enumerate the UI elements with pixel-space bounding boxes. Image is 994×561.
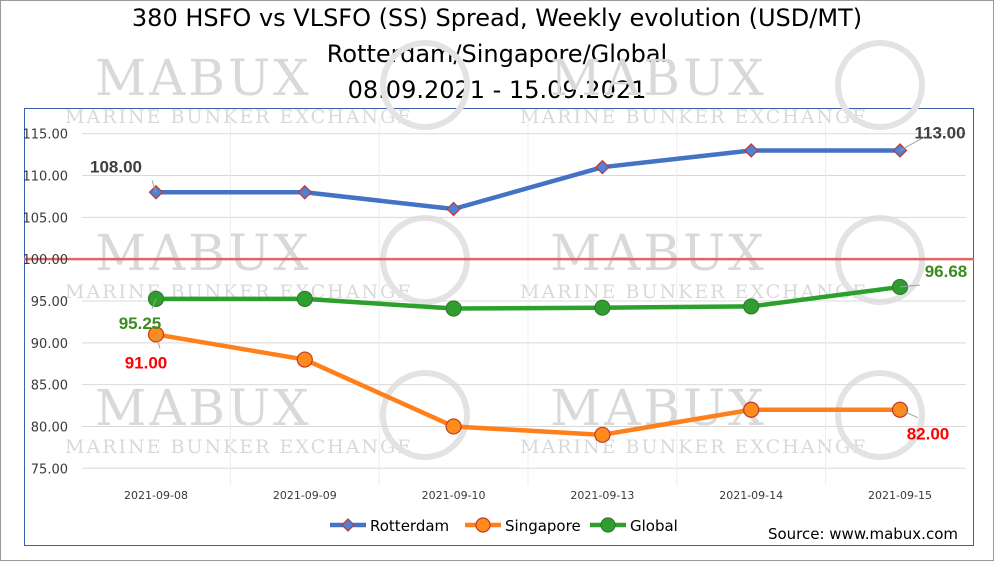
y-tick-label: 75.00 <box>31 462 68 477</box>
series-layer <box>147 143 909 443</box>
axes: 75.00 80.00 85.00 90.00 95.00 100.00 105.00 110… <box>23 128 932 502</box>
marker-singapore <box>594 426 611 443</box>
series-line-global <box>156 284 901 311</box>
chart-subtitle: Rotterdam/Singapore/Global <box>326 40 668 68</box>
marker-rotterdam <box>595 159 610 175</box>
legend: Rotterdam Singapore Global <box>330 517 678 535</box>
x-tick-label: 2021-09-15 <box>868 489 932 502</box>
y-tick-label: 100.00 <box>23 253 69 268</box>
x-tick-label: 2021-09-13 <box>570 489 634 502</box>
data-label-leader <box>899 138 923 151</box>
marker-global <box>445 300 462 317</box>
legend-marker-rotterdam <box>341 518 355 532</box>
series-line-rotterdam <box>156 148 900 212</box>
data-label-global: 96.68 <box>925 262 968 281</box>
source-note: Source: www.mabux.com <box>768 525 958 543</box>
watermark-marine-bunker-exchange: MARINE BUNKER EXCHANGE <box>520 436 868 458</box>
watermark-mabux: MABUX <box>95 224 312 282</box>
marker-global <box>594 299 611 316</box>
marker-singapore <box>743 401 760 418</box>
data-label-rotterdam: 113.00 <box>914 123 965 142</box>
marker-singapore <box>296 351 313 368</box>
marker-singapore <box>445 418 462 435</box>
watermark-marine-bunker-exchange: MARINE BUNKER EXCHANGE <box>520 281 868 303</box>
legend-label-rotterdam: Rotterdam <box>370 517 449 535</box>
watermark-mabux: MABUX <box>550 49 767 107</box>
data-label-leader <box>155 334 161 349</box>
y-tick-label: 90.00 <box>31 337 68 352</box>
y-tick-label: 110.00 <box>23 170 69 185</box>
plot-area-border <box>24 108 974 546</box>
data-label-singapore: 91.00 <box>125 353 168 372</box>
data-label-rotterdam: 108.00 <box>90 157 142 176</box>
data-label-leader <box>899 284 921 288</box>
legend-marker-global <box>600 517 616 533</box>
y-tick-label: 85.00 <box>31 379 68 394</box>
marker-rotterdam <box>743 143 759 158</box>
watermark-marine-bunker-exchange: MARINE BUNKER EXCHANGE <box>520 106 868 128</box>
watermark-mabux: MABUX <box>550 224 767 282</box>
x-tick-label: 2021-09-08 <box>124 489 188 502</box>
y-tick-label: 115.00 <box>23 128 69 143</box>
data-label-leader <box>151 298 157 310</box>
watermark-mabux: MABUX <box>95 49 312 107</box>
y-tick-label: 95.00 <box>31 295 68 310</box>
x-tick-label: 2021-09-14 <box>719 489 783 502</box>
chart-date-range: 08.09.2021 - 15.09.2021 <box>347 76 647 104</box>
watermark-marine-bunker-exchange: MARINE BUNKER EXCHANGE <box>65 436 413 458</box>
marker-rotterdam <box>446 201 461 217</box>
y-tick-label: 80.00 <box>31 420 68 435</box>
watermark-swirl-icon <box>835 40 925 130</box>
legend-marker-singapore <box>475 517 491 533</box>
data-label-singapore: 82.00 <box>907 425 950 444</box>
series-line-singapore <box>155 332 900 438</box>
watermark-marine-bunker-exchange: MARINE BUNKER EXCHANGE <box>65 106 413 128</box>
data-labels: 108.00 113.00 91.00 82.00 95.25 96.68 <box>90 123 967 443</box>
x-tick-label: 2021-09-09 <box>273 489 337 502</box>
chart-title: 380 HSFO vs VLSFO (SS) Spread, Weekly ev… <box>131 4 863 32</box>
data-label-global: 95.25 <box>119 314 162 333</box>
watermark-swirl-icon <box>380 370 470 460</box>
watermark-swirl-icon <box>835 370 925 460</box>
x-tick-label: 2021-09-10 <box>422 489 486 502</box>
watermark-mabux: MABUX <box>550 379 767 437</box>
data-label-leader <box>899 409 919 419</box>
watermark-swirl-icon <box>380 40 470 130</box>
marker-global <box>743 298 760 315</box>
y-tick-label: 105.00 <box>23 211 69 226</box>
legend-label-global: Global <box>630 517 678 535</box>
data-label-leader <box>151 180 157 193</box>
marker-rotterdam <box>297 184 313 200</box>
watermark-mabux: MABUX <box>95 379 312 437</box>
legend-label-singapore: Singapore <box>505 517 581 535</box>
marker-global <box>296 290 313 308</box>
